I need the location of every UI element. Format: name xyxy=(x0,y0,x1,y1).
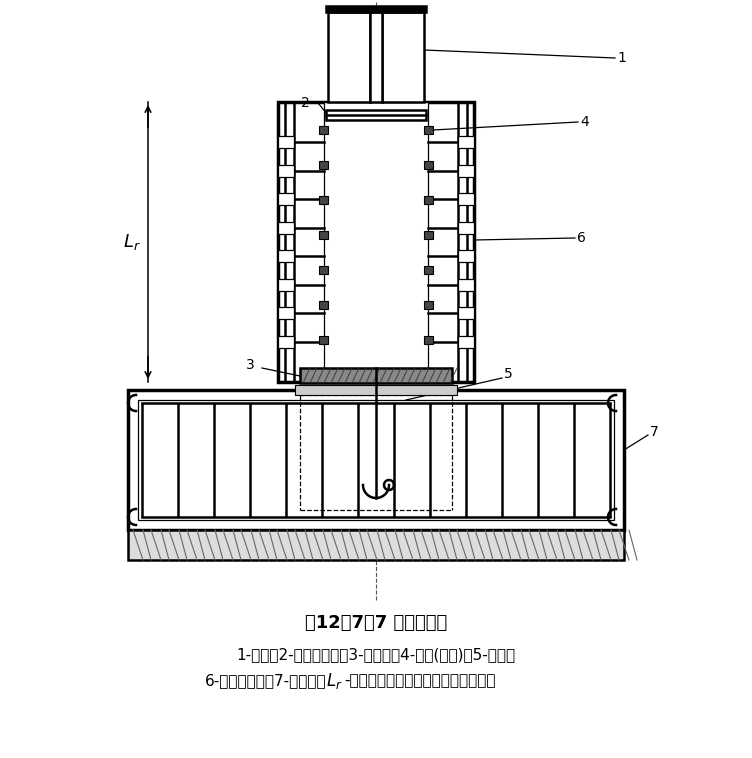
Bar xyxy=(382,12,424,102)
Bar xyxy=(458,250,474,262)
Bar xyxy=(458,307,474,319)
Bar xyxy=(278,102,474,382)
Text: 1-钢柱；2-水平加劲肋；3-柱底板；4-栓钉(可选)；5-锚栓；: 1-钢柱；2-水平加劲肋；3-柱底板；4-栓钉(可选)；5-锚栓； xyxy=(236,647,516,662)
Bar xyxy=(138,400,614,520)
Bar xyxy=(458,279,474,290)
Text: 4: 4 xyxy=(580,115,589,129)
Text: $L_r$: $L_r$ xyxy=(326,671,343,691)
Text: 3: 3 xyxy=(246,358,255,372)
Bar xyxy=(370,12,382,102)
Bar xyxy=(424,231,433,239)
Text: 7: 7 xyxy=(650,425,659,439)
Bar xyxy=(319,266,328,274)
Bar xyxy=(458,136,474,149)
Bar xyxy=(278,193,294,205)
Text: 6: 6 xyxy=(577,231,586,245)
Bar xyxy=(326,110,426,120)
Text: 6-外包混凝土；7-基础梁；: 6-外包混凝土；7-基础梁； xyxy=(205,674,326,688)
Bar xyxy=(128,530,624,560)
Bar xyxy=(278,336,294,348)
Bar xyxy=(424,301,433,309)
Bar xyxy=(326,6,426,12)
Bar xyxy=(458,336,474,348)
Bar xyxy=(278,279,294,290)
Text: 图12．7．7 外包式柱脚: 图12．7．7 外包式柱脚 xyxy=(305,614,447,632)
Bar xyxy=(319,161,328,169)
Text: 2: 2 xyxy=(302,96,310,110)
Bar xyxy=(458,165,474,177)
Bar xyxy=(319,231,328,239)
Bar xyxy=(278,136,294,149)
Bar xyxy=(300,368,452,383)
Bar xyxy=(424,161,433,169)
Bar xyxy=(278,307,294,319)
Bar xyxy=(424,266,433,274)
Bar xyxy=(319,336,328,344)
Bar xyxy=(328,12,370,102)
Bar xyxy=(278,222,294,233)
Bar xyxy=(278,165,294,177)
Bar xyxy=(278,250,294,262)
Text: 1: 1 xyxy=(617,51,626,65)
Bar xyxy=(324,102,428,382)
Bar xyxy=(424,336,433,344)
Bar xyxy=(458,193,474,205)
Bar xyxy=(319,301,328,309)
Bar xyxy=(424,196,433,204)
Bar xyxy=(458,222,474,233)
Bar xyxy=(424,126,433,134)
Text: 5: 5 xyxy=(504,367,513,381)
Text: -外包混凝土顶部箍筋至柱底板的距离: -外包混凝土顶部箍筋至柱底板的距离 xyxy=(344,674,496,688)
Text: $L_r$: $L_r$ xyxy=(123,232,141,252)
Bar xyxy=(128,390,624,530)
Bar xyxy=(319,196,328,204)
Bar xyxy=(295,385,457,395)
Bar xyxy=(319,126,328,134)
